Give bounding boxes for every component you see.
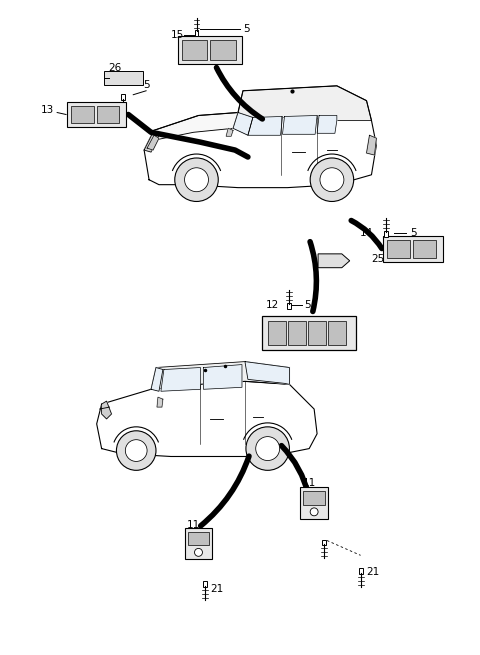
Bar — [322, 540, 326, 546]
Text: 5: 5 — [143, 80, 150, 90]
Bar — [67, 102, 126, 127]
Polygon shape — [151, 362, 289, 389]
Polygon shape — [204, 365, 242, 389]
Text: 15: 15 — [170, 30, 184, 41]
Bar — [121, 94, 125, 100]
Bar — [96, 105, 120, 123]
Polygon shape — [96, 381, 317, 457]
Bar — [182, 41, 207, 60]
Polygon shape — [248, 117, 283, 135]
Text: 12: 12 — [266, 300, 279, 310]
Bar — [308, 320, 326, 345]
Bar — [288, 320, 306, 345]
Text: 5: 5 — [243, 24, 250, 33]
Polygon shape — [144, 86, 376, 187]
Polygon shape — [154, 113, 238, 140]
Circle shape — [246, 427, 289, 470]
Text: 25: 25 — [372, 253, 384, 264]
Circle shape — [125, 440, 147, 461]
Polygon shape — [367, 135, 376, 155]
Polygon shape — [317, 115, 337, 133]
Polygon shape — [147, 135, 159, 150]
Circle shape — [194, 548, 203, 556]
Bar — [359, 568, 362, 574]
Bar — [268, 320, 286, 345]
Polygon shape — [283, 115, 317, 134]
Polygon shape — [226, 128, 233, 136]
Polygon shape — [238, 86, 372, 121]
Circle shape — [320, 168, 344, 192]
Bar — [194, 31, 199, 37]
Bar — [303, 491, 325, 505]
Text: 14: 14 — [360, 228, 373, 238]
Bar — [104, 71, 143, 85]
Text: 26: 26 — [108, 63, 122, 73]
Polygon shape — [245, 362, 289, 384]
Bar — [288, 303, 291, 309]
Polygon shape — [102, 401, 111, 419]
Polygon shape — [161, 367, 201, 391]
Bar — [204, 581, 207, 587]
Circle shape — [175, 158, 218, 202]
Text: 11: 11 — [187, 519, 200, 530]
Polygon shape — [144, 130, 159, 152]
Circle shape — [310, 158, 354, 202]
Bar — [300, 487, 328, 519]
Bar — [71, 105, 94, 123]
Bar — [387, 240, 410, 258]
Polygon shape — [151, 367, 163, 391]
Circle shape — [256, 437, 280, 460]
Circle shape — [117, 431, 156, 470]
Circle shape — [184, 168, 208, 192]
Text: 13: 13 — [40, 105, 54, 115]
Bar — [413, 240, 436, 258]
Bar — [188, 532, 209, 546]
Circle shape — [310, 508, 318, 515]
Text: 5: 5 — [410, 228, 417, 238]
Bar — [210, 41, 236, 60]
Polygon shape — [318, 254, 350, 268]
Polygon shape — [233, 113, 253, 135]
Text: 5: 5 — [304, 300, 311, 310]
Polygon shape — [157, 397, 163, 407]
Text: 11: 11 — [302, 478, 316, 488]
Text: 21: 21 — [367, 567, 380, 577]
Text: 21: 21 — [210, 584, 224, 594]
Bar — [328, 320, 346, 345]
Bar — [262, 316, 356, 350]
Bar — [178, 37, 242, 64]
Bar — [185, 528, 212, 559]
Bar — [384, 236, 443, 262]
Bar — [384, 231, 388, 237]
